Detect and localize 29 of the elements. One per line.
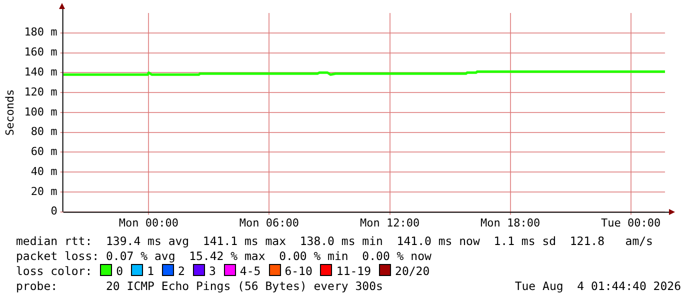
y-tick-label: 40 m	[30, 164, 58, 178]
legend-title: loss color:	[16, 264, 92, 278]
y-tick-label: 100 m	[24, 105, 58, 118]
legend-label: 3	[208, 264, 216, 278]
y-tick-label: 0	[50, 204, 58, 218]
y-tick-label: 80 m	[30, 125, 58, 138]
text: packet loss: 0.07 % avg 15.42 % max 0.00 % min 0.00 % now	[16, 249, 432, 264]
x-tick-label: Mon 18:00	[480, 216, 540, 230]
y-tick-label: 140 m	[24, 66, 58, 78]
y-tick-label: 160 m	[24, 46, 58, 59]
y-tick-label: 180 m	[24, 26, 58, 39]
text: probe: 20 ICMP Echo Pings (56 Bytes) every 300s	[16, 279, 383, 293]
y-tick-label: 120 m	[24, 85, 58, 98]
x-tick-label: Mon 06:00	[239, 216, 300, 230]
y-tick-label: 60 m	[30, 145, 58, 158]
legend-label: 2	[178, 264, 185, 278]
legend-label: 1	[147, 264, 154, 278]
x-tick-label: Tue 00:00	[601, 216, 661, 230]
legend-label: 4-5	[240, 264, 261, 278]
y-axis-title: Seconds	[3, 89, 16, 136]
x-tick-label: Mon 12:00	[360, 216, 420, 230]
text: median rtt: 139.4 ms avg 141.1 ms max 138.0 ms min 141.0 ms now 1.1 ms sd 121.8 am/s	[16, 234, 653, 249]
x-tick-label: Mon 00:00	[118, 216, 178, 230]
legend-label: 6-10	[284, 264, 312, 278]
legend-label: 11-19	[336, 264, 372, 278]
legend-label: 20/20	[395, 264, 430, 278]
text: Tue Aug 4 01:44:40 2026	[514, 279, 681, 294]
y-tick-label: 20 m	[30, 184, 58, 198]
legend-label: 0	[116, 264, 124, 278]
